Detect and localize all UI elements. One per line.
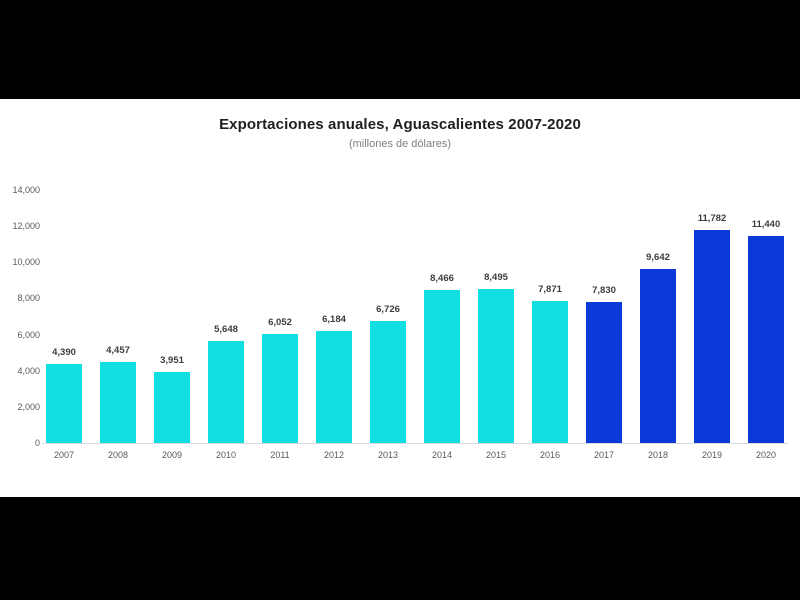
letterbox-bottom: [0, 497, 800, 600]
x-axis-year-label: 2009: [161, 450, 183, 460]
bar-2015: [478, 289, 514, 443]
x-axis-year-label: 2017: [593, 450, 615, 460]
x-axis-year-label: 2018: [647, 450, 669, 460]
bar-value-label: 11,440: [751, 219, 781, 231]
y-axis-tick-label: 6,000: [17, 329, 40, 340]
bar-value-label: 11,782: [697, 213, 727, 225]
bar-2008: [100, 362, 136, 443]
bar-2009: [154, 371, 190, 443]
x-axis-year-label: 2011: [270, 450, 290, 460]
y-axis-tick-label: 4,000: [17, 365, 40, 376]
bar-2014: [424, 290, 460, 443]
bar-2010: [208, 340, 244, 443]
bar-value-label: 7,830: [592, 284, 616, 296]
y-axis-tick-label: 0: [34, 438, 40, 448]
bar-value-label: 6,184: [322, 314, 346, 326]
x-axis-year-label: 2008: [107, 450, 129, 460]
bar-2012: [316, 331, 352, 443]
bar-2019: [694, 230, 730, 443]
bar-2016: [532, 300, 568, 443]
letterbox-top: [0, 0, 800, 99]
bar-value-label: 7,871: [538, 283, 562, 295]
bar-value-label: 4,390: [52, 346, 76, 358]
x-axis-year-label: 2010: [215, 450, 237, 460]
bar-value-label: 8,466: [430, 273, 454, 284]
bar-2011: [262, 333, 298, 443]
chart-subtitle: (millones de dólares): [348, 138, 452, 150]
bar-value-label: 6,726: [376, 304, 400, 316]
bar-2020: [748, 236, 784, 443]
x-axis-year-label: 2015: [485, 450, 507, 460]
y-axis-tick-label: 10,000: [12, 257, 40, 268]
x-axis-year-label: 2014: [431, 450, 453, 460]
bar-2013: [370, 321, 406, 443]
bar-value-label: 4,457: [106, 345, 130, 357]
y-axis-tick-label: 2,000: [17, 401, 40, 412]
bar-2018: [640, 268, 676, 443]
x-axis-baseline: [42, 443, 788, 444]
y-axis-tick-label: 14,000: [12, 185, 40, 195]
chart-title: Exportaciones anuales, Aguascalientes 20…: [219, 116, 581, 133]
bar-value-label: 9,642: [646, 251, 670, 263]
x-axis-year-label: 2016: [539, 450, 561, 460]
y-axis-tick-label: 12,000: [12, 221, 40, 232]
bar-2007: [46, 363, 82, 443]
bar-value-label: 5,648: [214, 323, 238, 335]
bar-value-label: 8,495: [484, 272, 508, 284]
x-axis-year-label: 2012: [323, 450, 345, 460]
bar-value-label: 6,052: [268, 316, 292, 328]
x-axis-year-label: 2019: [701, 450, 723, 460]
x-axis-year-label: 2013: [377, 450, 399, 460]
x-axis-year-label: 2007: [53, 450, 75, 460]
y-axis-tick-label: 8,000: [17, 293, 40, 304]
bar-value-label: 3,951: [160, 354, 184, 366]
x-axis-year-label: 2020: [755, 450, 777, 460]
bar-2017: [586, 301, 622, 443]
